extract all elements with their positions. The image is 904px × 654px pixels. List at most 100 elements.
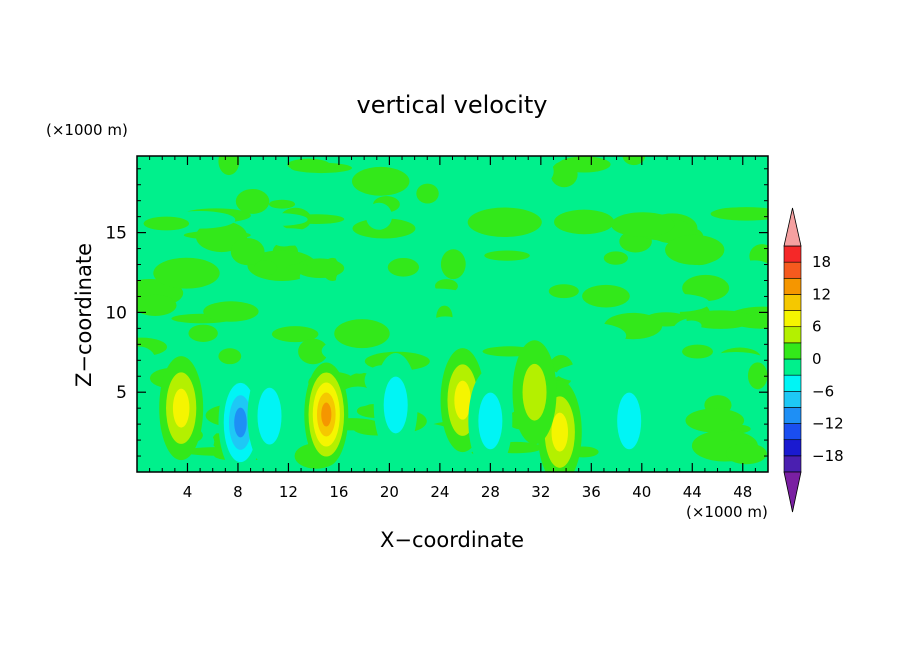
field-patch (554, 209, 615, 235)
field-patch (681, 320, 702, 331)
field-patch (603, 251, 628, 265)
colorbar-tick-label: 6 (812, 318, 822, 336)
field-patch (352, 166, 410, 196)
field-patch (340, 386, 376, 407)
colorbar-band (783, 277, 802, 295)
x-tick-label: 8 (233, 483, 243, 501)
field-patch (682, 344, 713, 359)
colorbar-band (783, 261, 802, 279)
colorbar-band (783, 423, 802, 441)
x-tick-label: 16 (329, 483, 348, 501)
field-patch (665, 234, 725, 265)
y-tick-label: 5 (116, 383, 127, 403)
field-patch (137, 294, 177, 316)
contour-band (172, 388, 190, 428)
field-patch (686, 310, 755, 329)
field-patch (610, 212, 675, 237)
x-tick-label: 48 (733, 483, 752, 501)
colorbar-bottom-arrow (783, 471, 802, 513)
field-patch (484, 250, 530, 261)
field-patch (416, 183, 439, 204)
contour-band (321, 402, 332, 427)
contour-band (617, 392, 642, 450)
field-patch (403, 157, 431, 176)
field-patch (622, 156, 646, 166)
y-tick-label: 15 (105, 224, 127, 244)
field-patch (335, 243, 387, 270)
field-patch (298, 338, 329, 365)
field-patch (334, 319, 390, 349)
contour-band (454, 380, 471, 420)
contour-band (383, 376, 408, 434)
field-patch (153, 257, 220, 289)
colorbar-band (783, 407, 802, 424)
contour-band (522, 363, 547, 421)
field-patch (467, 207, 542, 237)
field-patch (557, 323, 627, 349)
field-patch (710, 207, 768, 221)
x-tick-label: 32 (531, 483, 550, 501)
field-patch (725, 443, 767, 465)
colorbar-band (783, 439, 802, 457)
field-patch (682, 274, 730, 302)
field-patch (218, 348, 242, 365)
field-patch (365, 202, 393, 230)
plot-area (137, 156, 768, 472)
field-patch (287, 158, 330, 171)
x-unit-label: (×1000 m) (686, 503, 768, 521)
x-tick-label: 40 (632, 483, 651, 501)
field-patch (387, 257, 420, 277)
colorbar-band (783, 245, 802, 263)
field-patch (137, 406, 164, 427)
colorbar-tick-label: 0 (812, 350, 822, 368)
field-patch (295, 258, 345, 279)
field-patch (645, 293, 710, 312)
colorbar-band (783, 455, 802, 473)
field-patch (406, 288, 463, 299)
field-patch (680, 391, 697, 420)
colorbar-tick-label: 18 (812, 253, 831, 271)
colorbar-tick-label: −6 (812, 382, 834, 400)
field-patch (286, 263, 312, 273)
colorbar-tick-label: 12 (812, 285, 831, 303)
field-patch (261, 228, 316, 246)
colorbar-band (783, 374, 802, 392)
colorbar-tick-label: −12 (812, 415, 844, 433)
x-tick-label: 36 (582, 483, 601, 501)
field-patch (235, 188, 270, 214)
field-patch (335, 265, 373, 295)
field-patch (532, 159, 554, 183)
field-patch (634, 272, 669, 300)
contour-band (551, 412, 569, 452)
colorbar-band (783, 390, 802, 408)
field-patch (137, 346, 156, 375)
x-tick-label: 20 (380, 483, 399, 501)
chart-title: vertical velocity (357, 91, 548, 119)
field-patch (548, 284, 579, 299)
contour-band (478, 392, 503, 450)
field-patch (250, 213, 308, 226)
y-axis-label: Z−coordinate (72, 243, 96, 387)
field-patch (143, 216, 190, 231)
field-patch (271, 326, 319, 343)
field-patch (245, 291, 281, 301)
colorbar-band (783, 358, 802, 376)
x-tick-label: 28 (481, 483, 500, 501)
colorbar-band (783, 294, 802, 311)
x-tick-label: 24 (430, 483, 449, 501)
field-patch (476, 275, 500, 293)
x-tick-label: 44 (683, 483, 702, 501)
field-patch (423, 316, 468, 348)
colorbar-band (783, 342, 802, 360)
colorbar-band (783, 310, 802, 328)
colorbar-tick-label: −18 (812, 447, 844, 465)
x-tick-label: 4 (183, 483, 193, 501)
field-patch (440, 249, 466, 280)
field-patch (550, 161, 578, 188)
field-patch (230, 238, 265, 266)
field-patch (685, 408, 745, 433)
field-patch (283, 304, 304, 316)
contour-band (234, 407, 247, 438)
colorbar-band (783, 326, 802, 344)
